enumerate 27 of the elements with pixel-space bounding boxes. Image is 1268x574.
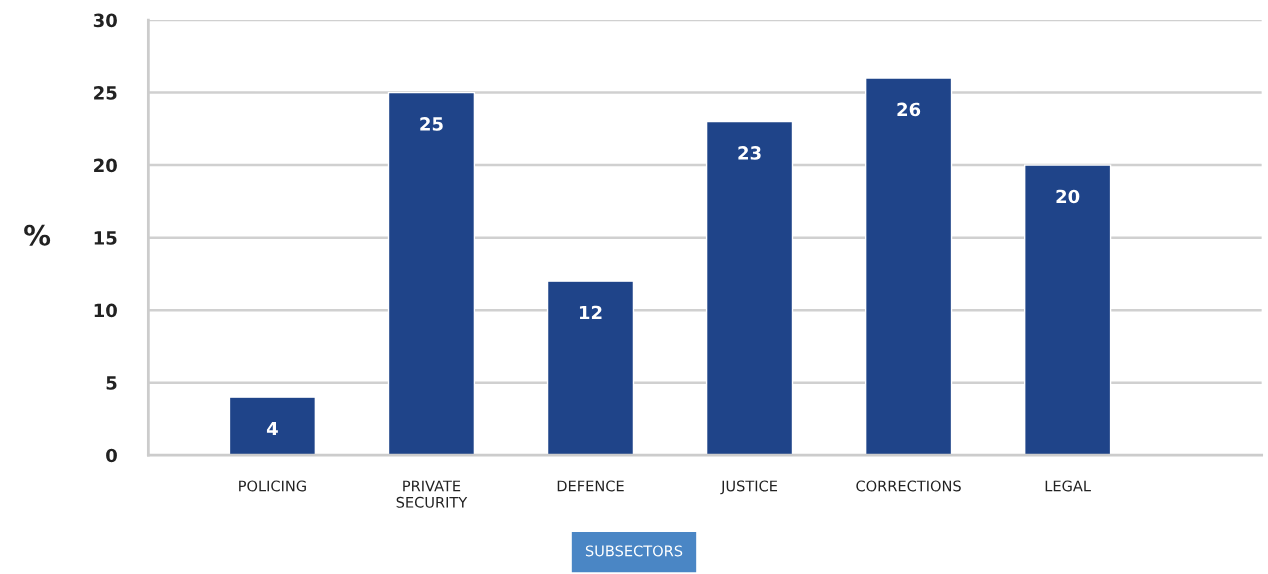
x-axis-title: SUBSECTORS (585, 545, 683, 557)
bar (387, 91, 476, 456)
bar (546, 280, 635, 456)
x-tick-label: POLICING (239, 480, 306, 492)
y-tick-label: 5 (106, 376, 117, 390)
x-tick-label: LEGAL (1045, 480, 1091, 492)
y-tick-label: 15 (94, 231, 117, 245)
bar (228, 396, 317, 456)
data-label: 25 (420, 117, 443, 131)
y-axis-title: % (24, 224, 51, 246)
data-label: 12 (579, 305, 602, 320)
y-tick-label: 0 (106, 448, 117, 463)
data-label: 23 (738, 146, 761, 160)
bar (1023, 164, 1112, 456)
data-label: 26 (897, 102, 921, 117)
y-tick-label: 20 (94, 158, 117, 173)
x-tick-label: DEFENCE (557, 480, 624, 492)
y-tick-label: 25 (94, 86, 117, 100)
data-label: 4 (266, 421, 278, 436)
y-tick-label: 10 (94, 303, 117, 318)
y-tick-label: 30 (93, 13, 117, 28)
data-label: 20 (1056, 189, 1080, 204)
x-tick-label: CORRECTIONS (856, 480, 961, 492)
bar (705, 120, 794, 456)
x-tick-label: JUSTICE (720, 480, 778, 495)
x-tick-label: PRIVATE SECURITY (396, 480, 468, 508)
bar (864, 77, 953, 456)
